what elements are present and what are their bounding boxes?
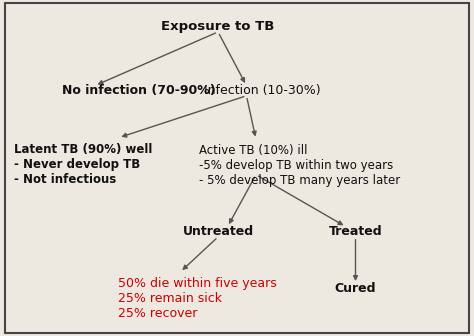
- Text: Exposure to TB: Exposure to TB: [161, 20, 275, 33]
- Text: Latent TB (90%) well
- Never develop TB
- Not infectious: Latent TB (90%) well - Never develop TB …: [14, 143, 153, 186]
- Text: Untreated: Untreated: [182, 225, 254, 238]
- Text: Active TB (10%) ill
-5% develop TB within two years
- 5% develop TB many years l: Active TB (10%) ill -5% develop TB withi…: [199, 144, 401, 187]
- Text: Treated: Treated: [328, 225, 383, 238]
- Text: 50% die within five years
25% remain sick
25% recover: 50% die within five years 25% remain sic…: [118, 277, 277, 320]
- Text: Cured: Cured: [335, 283, 376, 295]
- Text: Infection (10-30%): Infection (10-30%): [204, 84, 320, 97]
- Text: No infection (70-90%): No infection (70-90%): [62, 84, 215, 97]
